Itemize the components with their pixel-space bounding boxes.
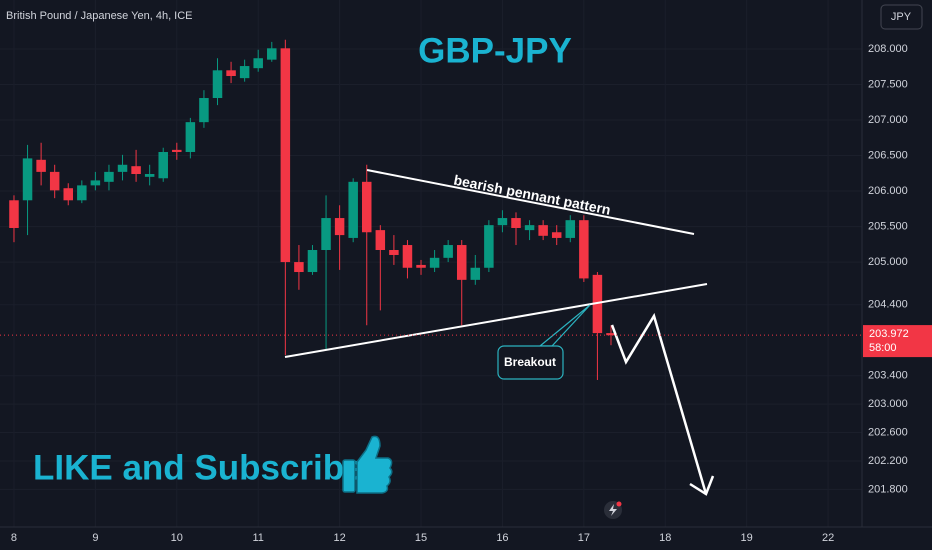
currency-label: JPY [891,11,912,23]
projection-arrow [610,312,708,495]
current-price-box [863,325,932,358]
candle-body [144,174,155,177]
x-tick-label: 18 [659,532,671,544]
x-tick-label: 17 [578,532,590,544]
x-tick-label: 19 [741,532,753,544]
candle-body [212,70,223,99]
candle-body [456,245,467,280]
candle-body [117,164,128,172]
candle-body [429,257,440,268]
candle-body [497,218,508,226]
candle-body [470,267,481,280]
countdown-label: 58:00 [869,342,897,354]
candle-body [565,220,576,238]
candle-body [307,250,318,273]
candle-body [158,151,168,179]
candle-body [334,218,345,236]
candle-body [484,225,494,268]
candle-body [538,225,548,236]
candle-body [551,232,562,238]
x-tick-label: 9 [92,532,98,544]
candle-body [348,181,358,238]
candle-body [267,48,277,60]
arrow-head [689,475,715,496]
candles [9,39,616,380]
candle-body [362,181,372,233]
y-tick-label: 202.600 [868,426,908,438]
candle-body [63,188,73,201]
candle-body [90,180,101,186]
candle-body [226,70,236,76]
candle-body [172,149,182,152]
y-tick-label: 206.000 [868,185,908,197]
y-tick-label: 203.400 [868,370,908,382]
candle-body [606,333,616,336]
candle-body [185,122,196,152]
breakout-label: Breakout [504,355,556,369]
axes: 208.000 207.500 207.000 206.500 206.000 205.5… [11,43,908,544]
candle-body [321,218,331,251]
candle-body [36,159,46,172]
currency-button[interactable] [880,4,923,30]
candle-body [49,171,60,191]
candle-body [253,58,263,69]
y-tick-label: 202.200 [868,455,908,467]
candle-body [592,274,603,334]
candle-body [443,245,453,258]
y-tick-label: 208.000 [868,43,908,55]
candle-body [511,218,521,228]
candle-body [402,245,413,268]
candle-body [524,225,535,231]
candle-body [239,66,250,79]
x-tick-label: 8 [11,532,17,544]
candle-body [416,264,426,268]
y-tick-label: 201.800 [868,483,908,495]
grid [0,0,862,527]
x-tick-label: 16 [496,532,508,544]
candle-body [22,158,33,201]
pennant-lower-line [284,283,708,358]
candle-body [77,185,87,201]
y-tick-label: 204.400 [868,299,908,311]
pennant-upper-line [366,169,695,235]
chart-title: GBP-JPY [418,31,572,70]
x-tick-label: 12 [333,532,345,544]
candle-body [199,98,209,123]
symbol-label: British Pound / Japanese Yen, 4h, ICE [6,10,193,22]
replay-icon [604,501,622,519]
candle-body [131,166,141,175]
callout-box [497,345,564,380]
candle-body [375,230,386,251]
candle-body [9,200,19,228]
current-price-label: 203.972 [869,328,909,340]
x-tick-label: 11 [252,532,263,544]
y-tick-label: 207.500 [868,78,908,90]
y-tick-label: 205.000 [868,256,908,268]
candle-body [294,262,304,273]
y-tick-label: 207.000 [868,114,908,126]
x-tick-label: 22 [822,532,834,544]
candle-body [579,220,589,279]
thumbs-up-icon [342,435,393,494]
y-tick-label: 203.000 [868,398,908,410]
x-tick-label: 15 [415,532,427,544]
y-tick-label: 205.500 [868,220,908,232]
cta-text: LIKE and Subscribe [33,448,364,487]
x-tick-label: 10 [171,532,183,544]
candle-body [104,171,114,182]
candle-body [280,48,291,263]
candle-body [389,250,399,255]
y-tick-label: 206.500 [868,149,908,161]
